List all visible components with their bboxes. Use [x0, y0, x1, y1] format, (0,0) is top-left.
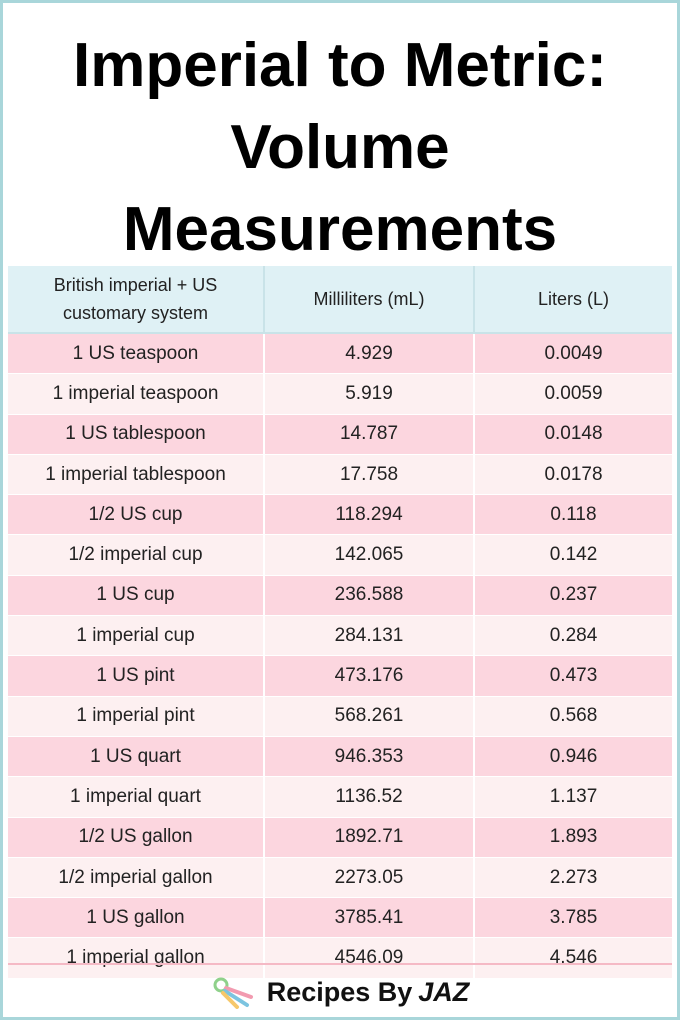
- table-row: 1 imperial pint 568.261 0.568: [8, 696, 672, 737]
- table-row: 1/2 US gallon 1892.71 1.893: [8, 817, 672, 858]
- brand: Recipes By JAZ: [267, 977, 470, 1008]
- table-cell: 142.065: [265, 535, 475, 575]
- title-line: Volume: [230, 113, 450, 182]
- table-cell: 1/2 US gallon: [8, 817, 265, 857]
- table-cell: 1 US gallon: [8, 898, 265, 938]
- table-cell: 1 US quart: [8, 736, 265, 777]
- table-cell: 0.473: [549, 665, 598, 687]
- table-row: 1/2 US cup 118.294 0.118: [8, 495, 672, 536]
- table-cell: 0.568: [549, 705, 598, 727]
- table-cell: 3785.41: [265, 898, 475, 938]
- table-cell: 1 US tablespoon: [8, 414, 265, 454]
- table-cell: 14.787: [265, 414, 475, 454]
- table-cell: 1 imperial teaspoon: [8, 374, 265, 414]
- logo-icon: [213, 977, 253, 1009]
- table-row: 1/2 imperial cup 142.065 0.142: [8, 535, 672, 576]
- table-cell: 17.758: [265, 454, 475, 495]
- table-row: 1 US gallon 3785.41 3.785: [8, 898, 672, 939]
- table-cell: 568.261: [265, 696, 475, 736]
- table-row: 1 US teaspoon 4.929 0.0049: [8, 334, 672, 375]
- table-cell: 1 imperial quart: [8, 777, 265, 817]
- table-cell: 1 imperial gallon: [8, 938, 265, 978]
- table-cell: 1 US cup: [8, 575, 265, 616]
- table-cell: 1/2 US cup: [8, 495, 265, 535]
- conversion-table: British imperial + US customary system Mi…: [8, 266, 672, 979]
- table-cell: 0.946: [549, 745, 598, 767]
- brand-text: Recipes By: [266, 976, 413, 1007]
- table-cell: 1/2 imperial cup: [8, 535, 265, 575]
- table-cell: 1.137: [549, 785, 598, 807]
- table-row: 1 US cup 236.588 0.237: [8, 575, 672, 617]
- table-cell: 3.785: [549, 906, 598, 928]
- table-cell: 946.353: [265, 736, 475, 777]
- table-cell: 1 imperial tablespoon: [8, 454, 265, 495]
- header-cell: British imperial + US customary system: [8, 266, 265, 332]
- table-row: 1 US tablespoon 14.787 0.0148: [8, 414, 672, 455]
- table-row: 1 imperial cup 284.131 0.284: [8, 616, 672, 657]
- table-row: 1 imperial tablespoon 17.758 0.0178: [8, 454, 672, 496]
- table-cell: 284.131: [265, 616, 475, 656]
- table-cell: 0.0049: [544, 342, 603, 364]
- table-cell: 1 imperial pint: [8, 696, 265, 736]
- header-cell: Liters (L): [537, 289, 609, 309]
- table-cell: 1892.71: [265, 817, 475, 857]
- table-row: 1 imperial quart 1136.52 1.137: [8, 777, 672, 818]
- table-row: 1 imperial teaspoon 5.919 0.0059: [8, 374, 672, 415]
- table-cell: 4.546: [549, 947, 598, 969]
- table-cell: 5.919: [265, 374, 475, 414]
- table-cell: 473.176: [265, 656, 475, 696]
- table-cell: 1.893: [549, 826, 598, 848]
- table-cell: 0.142: [549, 544, 598, 566]
- table-cell: 1136.52: [265, 777, 475, 817]
- title-line: Imperial to Metric:: [73, 31, 607, 100]
- table-cell: 236.588: [265, 575, 475, 616]
- table-cell: 1 imperial cup: [8, 616, 265, 656]
- table-cell: 118.294: [265, 495, 475, 535]
- header-cell: Milliliters (mL): [265, 266, 475, 332]
- table-cell: 4546.09: [265, 938, 475, 978]
- table-row: 1 US pint 473.176 0.473: [8, 656, 672, 697]
- table-cell: 1/2 imperial gallon: [8, 857, 265, 898]
- table-cell: 0.0178: [544, 463, 603, 485]
- footer: Recipes By JAZ: [3, 975, 677, 1009]
- table-row: 1/2 imperial gallon 2273.05 2.273: [8, 857, 672, 899]
- table-cell: 0.0148: [544, 423, 603, 445]
- brand-accent: JAZ: [418, 976, 470, 1007]
- table-cell: 2.273: [549, 866, 598, 888]
- header-row: British imperial + US customary system Mi…: [8, 266, 672, 334]
- table-cell: 0.237: [549, 584, 598, 606]
- table-cell: 4.929: [265, 334, 475, 374]
- separator: [8, 963, 672, 965]
- table-cell: 0.284: [549, 624, 598, 646]
- title-line: Measurements: [122, 195, 558, 264]
- table-cell: 0.0059: [544, 382, 603, 404]
- table-cell: 0.118: [550, 503, 597, 525]
- table-row: 1 US quart 946.353 0.946: [8, 736, 672, 778]
- table-row: 1 imperial gallon 4546.09 4.546: [8, 938, 672, 979]
- table-cell: 2273.05: [265, 857, 475, 898]
- table-cell: 1 US teaspoon: [8, 334, 265, 374]
- table-cell: 1 US pint: [8, 656, 265, 696]
- title: Imperial to Metric: Volume Measurements: [3, 25, 677, 271]
